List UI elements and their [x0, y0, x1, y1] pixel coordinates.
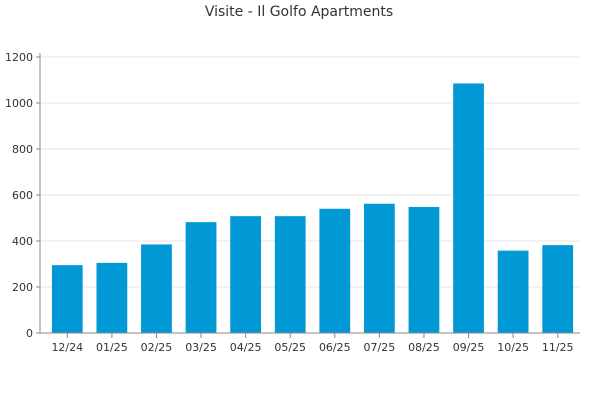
bar [542, 245, 574, 333]
bar [141, 244, 172, 333]
y-tick-label: 200 [12, 281, 33, 294]
x-tick-label: 12/24 [51, 341, 83, 354]
bar [96, 262, 128, 333]
x-tick-label: 03/25 [185, 341, 217, 354]
x-tick-label: 05/25 [274, 341, 306, 354]
chart-title: Visite - Il Golfo Apartments [205, 4, 393, 20]
y-tick-label: 0 [26, 327, 33, 340]
y-tick-label: 400 [12, 235, 33, 248]
x-tick-label: 02/25 [141, 341, 173, 354]
axes [36, 53, 580, 338]
x-tick-label: 01/25 [96, 341, 128, 354]
bar [497, 250, 529, 333]
x-tick-label: 04/25 [230, 341, 262, 354]
x-tick-label: 06/25 [319, 341, 351, 354]
y-tick-label: 600 [12, 189, 33, 202]
bar [274, 216, 306, 333]
bar [408, 206, 440, 333]
y-tick-label: 1200 [5, 51, 33, 64]
gridlines [40, 56, 580, 288]
x-tick-label: 07/25 [364, 341, 396, 354]
bar [51, 265, 83, 333]
bar [230, 216, 262, 333]
y-tick-labels: 0 200 400 600 800 1000 1200 [5, 51, 33, 340]
bar [185, 222, 217, 333]
x-tick-labels: 12/24 01/25 02/25 03/25 04/25 05/25 06/25 07/25… [51, 341, 573, 354]
x-tick-label: 10/25 [497, 341, 529, 354]
y-tick-label: 800 [12, 143, 33, 156]
bar [363, 203, 395, 333]
bar [453, 83, 484, 333]
x-tick-label: 08/25 [408, 341, 440, 354]
y-tick-label: 1000 [5, 97, 33, 110]
bars [51, 83, 574, 333]
x-tick-label: 11/25 [542, 341, 574, 354]
bar [319, 208, 351, 333]
x-tick-label: 09/25 [453, 341, 485, 354]
